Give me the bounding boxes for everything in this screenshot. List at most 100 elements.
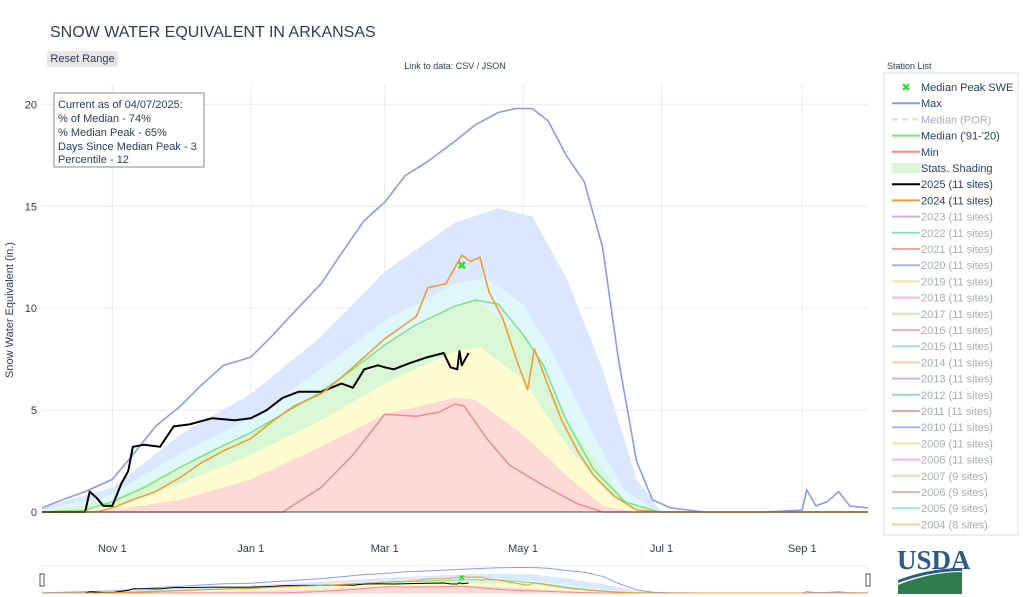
x-tick-label: Jan 1 xyxy=(237,543,264,555)
legend-label: 2012 (11 sites) xyxy=(921,390,993,402)
legend-label: 2015 (11 sites) xyxy=(921,341,993,353)
reset-range-button[interactable]: Reset Range xyxy=(47,51,118,67)
range-slider[interactable]: ✖ xyxy=(39,565,871,594)
legend-item[interactable]: 2009 (11 sites) xyxy=(892,438,993,450)
legend-label: 2013 (11 sites) xyxy=(921,374,993,386)
slider-line xyxy=(42,576,868,594)
legend-label: 2007 (9 sites) xyxy=(921,471,988,483)
data-link[interactable]: Link to data: CSV / JSON xyxy=(404,61,506,71)
y-tick-label: 20 xyxy=(25,99,37,111)
legend-item[interactable]: 2005 (9 sites) xyxy=(892,503,988,515)
median-peak-marker: ✖ xyxy=(457,258,467,272)
legend-label: 2021 (11 sites) xyxy=(921,244,993,256)
legend-item[interactable]: 2013 (11 sites) xyxy=(892,374,993,386)
legend-item[interactable]: 2010 (11 sites) xyxy=(892,422,993,434)
series-line-max xyxy=(41,107,869,513)
stats-band-band-min xyxy=(42,397,868,512)
info-line: % Median Peak - 65% xyxy=(58,127,167,139)
slider-peak-marker: ✖ xyxy=(458,573,465,582)
legend-item[interactable]: 2021 (11 sites) xyxy=(892,244,993,256)
legend-label: Median ('91-'20) xyxy=(921,131,1000,143)
x-tick-label: Mar 1 xyxy=(371,543,399,555)
legend-title: Station List xyxy=(887,61,932,71)
legend-label: 2022 (11 sites) xyxy=(921,228,993,240)
legend-item[interactable]: Min xyxy=(892,147,939,159)
series-line-median-9120 xyxy=(41,299,868,513)
legend-item[interactable]: 2015 (11 sites) xyxy=(892,341,993,353)
y-tick-label: 10 xyxy=(25,303,37,315)
series-line-prior xyxy=(42,254,868,513)
legend-item[interactable]: 2016 (11 sites) xyxy=(892,325,993,337)
legend-label: 2005 (9 sites) xyxy=(921,503,988,515)
legend-label: 2009 (11 sites) xyxy=(921,438,993,450)
x-tick-label: Sep 1 xyxy=(788,543,817,555)
y-tick-label: 0 xyxy=(31,507,37,519)
series-line-current xyxy=(42,350,470,513)
legend-item[interactable]: 2012 (11 sites) xyxy=(892,390,993,402)
legend-label: 2025 (11 sites) xyxy=(921,179,993,191)
legend-item[interactable]: Max xyxy=(892,98,942,110)
stats-shading xyxy=(42,208,868,513)
legend-item[interactable]: Median (POR) xyxy=(892,114,991,126)
legend-item[interactable]: 2023 (11 sites) xyxy=(892,212,993,224)
legend-item[interactable]: ✖ Median Peak SWE xyxy=(901,81,1013,94)
legend-item[interactable]: 2006 (9 sites) xyxy=(892,487,988,499)
legend-label: 2019 (11 sites) xyxy=(921,276,993,288)
legend-item[interactable]: 2020 (11 sites) xyxy=(892,260,993,272)
legend-item[interactable]: 2019 (11 sites) xyxy=(892,276,993,288)
legend-item[interactable]: 2025 (11 sites) xyxy=(892,179,993,191)
slider-line xyxy=(42,585,868,594)
legend-item[interactable]: 2022 (11 sites) xyxy=(892,228,993,240)
legend-label: 2008 (11 sites) xyxy=(921,455,993,467)
range-handle-right[interactable] xyxy=(865,573,871,587)
legend-label: Max xyxy=(921,98,942,110)
legend-label: 2016 (11 sites) xyxy=(921,325,993,337)
usda-logo-stripe xyxy=(898,568,962,583)
series-line-min xyxy=(42,403,868,513)
legend-item[interactable]: 2007 (9 sites) xyxy=(892,471,988,483)
axes: 0 5 10 15 20 Nov 1 Jan 1 Mar 1 May 1 Jul 1 Sep 1 xyxy=(25,99,868,555)
legend-label: 2020 (11 sites) xyxy=(921,260,993,272)
legend-label: 2010 (11 sites) xyxy=(921,422,993,434)
legend-label: 2004 (8 sites) xyxy=(921,519,988,531)
legend-label: Stats. Shading xyxy=(921,163,993,175)
legend-label: 2014 (11 sites) xyxy=(921,357,993,369)
usda-logo: USDA xyxy=(897,545,971,594)
legend-swatch xyxy=(892,163,920,173)
usda-logo-field xyxy=(898,572,962,594)
legend-item[interactable]: Median ('91-'20) xyxy=(892,131,1000,143)
legend-label: 2024 (11 sites) xyxy=(921,195,993,207)
y-tick-label: 15 xyxy=(25,201,37,213)
legend-label: 2017 (11 sites) xyxy=(921,309,993,321)
slider-band xyxy=(42,585,868,593)
info-line: Percentile - 12 xyxy=(58,154,129,166)
range-handle-left[interactable] xyxy=(39,573,45,587)
info-box: Current as of 04/07/2025: % of Median - … xyxy=(53,92,205,168)
series-lines: ✖ xyxy=(41,107,869,513)
legend-item[interactable]: Stats. Shading xyxy=(892,163,993,175)
info-line: Days Since Median Peak - 3 xyxy=(58,141,197,153)
legend-marker-icon: ✖ xyxy=(901,81,910,94)
legend-label: 2011 (11 sites) xyxy=(921,406,992,418)
x-tick-label: May 1 xyxy=(508,543,538,555)
legend-item[interactable]: 2024 (11 sites) xyxy=(892,195,993,207)
info-line: % of Median - 74% xyxy=(58,113,151,125)
legend-label: 2023 (11 sites) xyxy=(921,212,993,224)
legend-item[interactable]: 2017 (11 sites) xyxy=(892,309,993,321)
legend-item[interactable]: 2004 (8 sites) xyxy=(892,519,988,531)
legend-item[interactable]: 2011 (11 sites) xyxy=(892,406,992,418)
x-tick-label: Nov 1 xyxy=(98,543,127,555)
legend-label: 2018 (11 sites) xyxy=(921,293,993,305)
legend-label: 2006 (9 sites) xyxy=(921,487,988,499)
legend-label: Median Peak SWE xyxy=(921,82,1013,94)
chart-title: SNOW WATER EQUIVALENT IN ARKANSAS xyxy=(50,24,376,41)
legend-label: Median (POR) xyxy=(921,114,991,126)
info-line: Current as of 04/07/2025: xyxy=(58,99,183,111)
x-tick-label: Jul 1 xyxy=(650,543,673,555)
range-slider-preview: ✖ xyxy=(41,567,869,594)
y-axis-label: Snow Water Equivalent (in.) xyxy=(4,242,16,378)
legend-item[interactable]: 2014 (11 sites) xyxy=(892,357,993,369)
legend-item[interactable]: 2008 (11 sites) xyxy=(892,455,993,467)
legend-item[interactable]: 2018 (11 sites) xyxy=(892,293,993,305)
